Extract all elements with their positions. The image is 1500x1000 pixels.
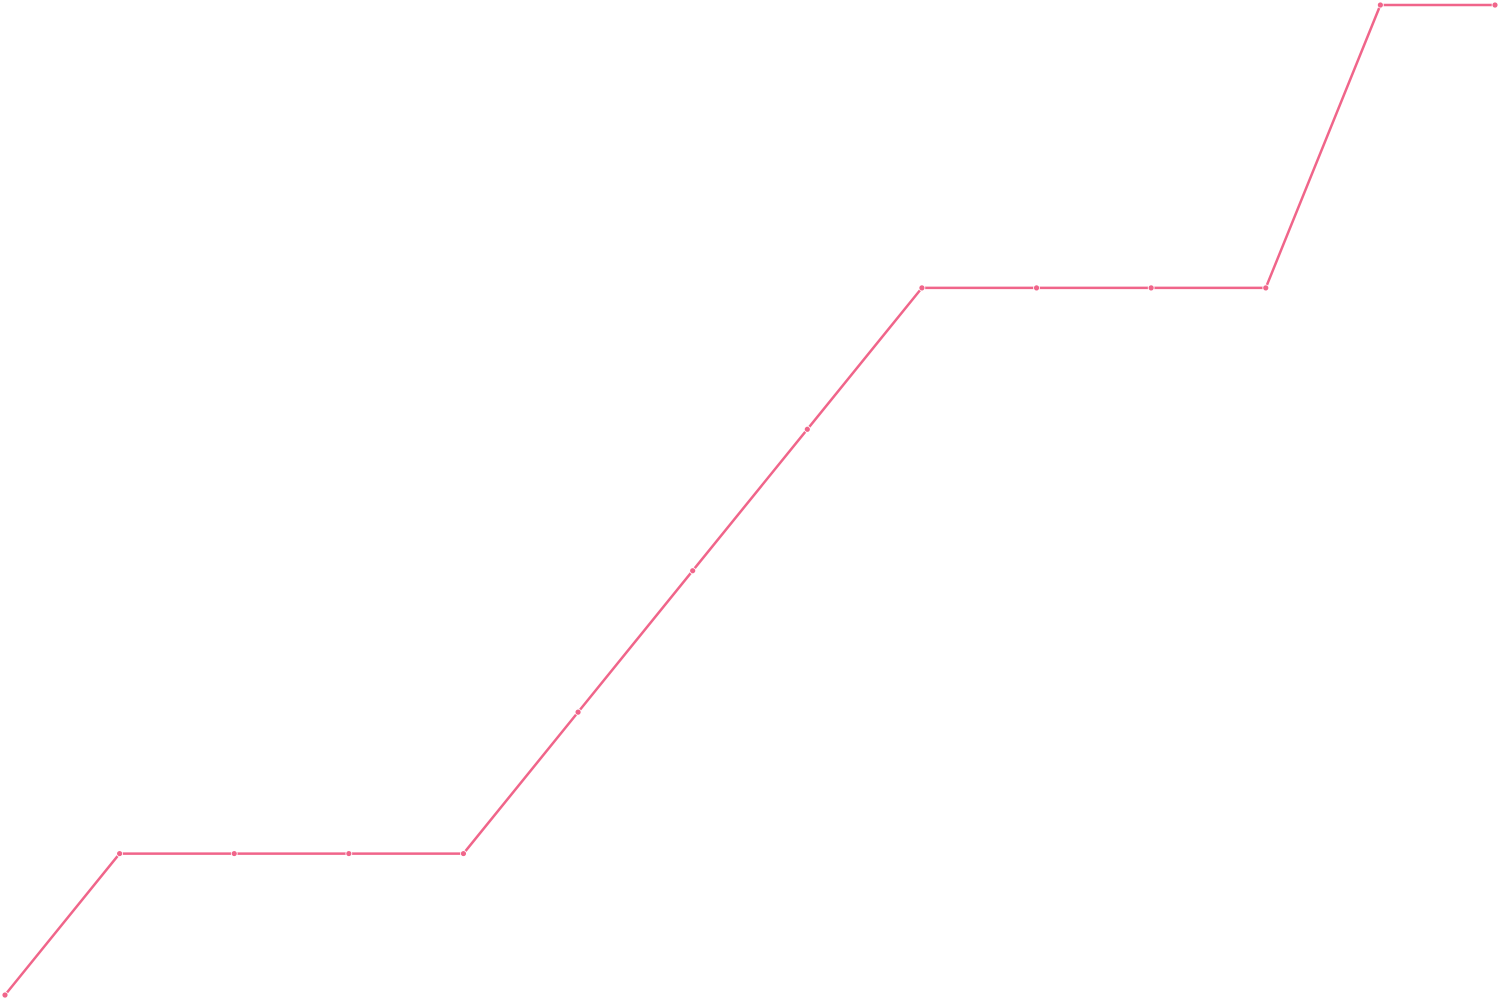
- series-line-0: [3, 3, 1497, 997]
- data-point: [1, 991, 9, 999]
- data-point: [1262, 284, 1270, 292]
- data-point: [803, 425, 811, 433]
- data-point: [574, 708, 582, 716]
- data-point: [1376, 1, 1384, 9]
- data-point: [689, 567, 697, 575]
- data-point: [345, 850, 353, 857]
- data-point: [1491, 1, 1499, 9]
- data-point: [1033, 284, 1040, 292]
- data-point: [116, 850, 124, 857]
- data-point: [230, 850, 238, 857]
- data-point: [918, 284, 926, 292]
- data-point: [460, 850, 467, 857]
- data-point: [1147, 284, 1155, 292]
